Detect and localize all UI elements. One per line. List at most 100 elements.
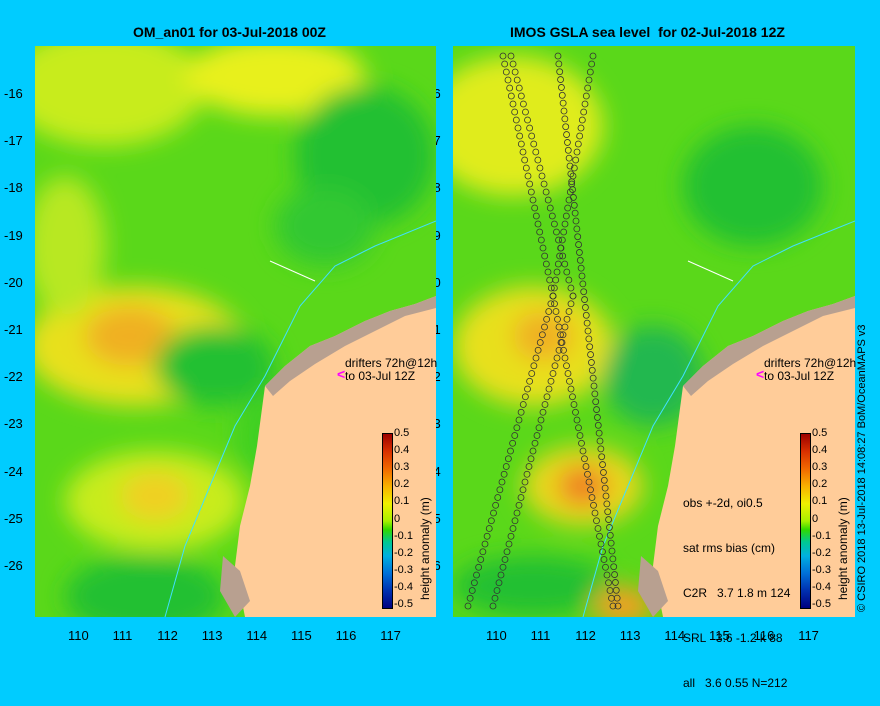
track-marker xyxy=(610,563,618,571)
left-map xyxy=(35,46,436,617)
track-marker xyxy=(552,276,560,284)
track-marker xyxy=(571,209,579,217)
right-stats-box: obs +-2d, oi0.5 sat rms bias (cm) C2R 3.… xyxy=(683,466,790,706)
track-marker xyxy=(519,148,527,156)
track-marker xyxy=(559,252,567,260)
track-marker xyxy=(593,406,600,413)
track-marker xyxy=(519,401,527,408)
track-marker xyxy=(576,249,583,256)
track-marker xyxy=(560,346,567,354)
track-marker xyxy=(541,323,548,331)
colorbar-tick-label: 0.2 xyxy=(394,478,410,491)
track-marker xyxy=(579,447,587,455)
track-marker xyxy=(470,579,478,587)
stats-line-5: all 3.6 0.55 N=212 xyxy=(683,676,788,690)
track-marker xyxy=(555,346,563,354)
colorbar-tick-label: -0.1 xyxy=(394,529,413,542)
colorbar-tick-label: 0.3 xyxy=(394,461,410,474)
track-marker xyxy=(513,424,521,432)
track-marker xyxy=(517,408,525,416)
track-marker xyxy=(590,382,598,390)
track-marker xyxy=(570,201,578,209)
track-marker xyxy=(544,196,552,204)
colorbar-tick-label: 0.1 xyxy=(394,495,410,508)
track-marker xyxy=(561,220,569,228)
lat-tick-label: -21 xyxy=(4,322,23,337)
track-marker xyxy=(550,284,558,292)
track-marker xyxy=(489,602,497,610)
track-marker xyxy=(605,516,612,523)
track-marker xyxy=(576,132,584,140)
track-marker xyxy=(557,244,564,252)
right-panel-title: IMOS GSLA sea level for 02-Jul-2018 12Z xyxy=(510,24,785,40)
lon-tick-label: 110 xyxy=(486,628,507,643)
left-drifter-note: drifters 72h@12h to 03-Jul 12Z xyxy=(345,357,437,383)
track-marker xyxy=(546,204,554,212)
track-marker xyxy=(565,276,573,284)
track-marker xyxy=(613,594,621,602)
track-marker xyxy=(586,343,594,351)
track-marker xyxy=(600,556,608,563)
track-marker xyxy=(517,92,525,100)
track-marker xyxy=(568,178,576,186)
track-marker xyxy=(507,92,515,100)
colorbar-tick-label: -0.3 xyxy=(812,563,831,576)
right-map xyxy=(453,46,855,617)
track-marker xyxy=(556,252,564,260)
track-marker xyxy=(560,107,568,115)
track-marker xyxy=(572,217,580,225)
track-marker xyxy=(512,116,520,124)
track-marker xyxy=(606,531,614,539)
track-marker xyxy=(543,315,551,323)
track-marker xyxy=(517,140,525,148)
track-marker xyxy=(561,354,569,362)
track-marker xyxy=(555,236,562,244)
track-marker xyxy=(531,204,539,212)
track-marker xyxy=(583,319,591,327)
colorbar-tick-label: 0.4 xyxy=(394,444,410,457)
track-marker xyxy=(514,124,522,132)
track-marker xyxy=(570,401,578,408)
track-marker xyxy=(509,439,517,447)
track-marker xyxy=(511,108,519,116)
track-marker xyxy=(519,486,527,494)
colorbar-tick-label: 0.5 xyxy=(812,427,828,439)
lon-tick-label: 114 xyxy=(664,628,686,643)
track-marker xyxy=(541,401,549,408)
track-marker xyxy=(513,509,521,517)
track-marker xyxy=(604,508,612,516)
lon-tick-label: 110 xyxy=(68,628,89,643)
track-marker xyxy=(578,439,585,447)
left-map-panel xyxy=(35,46,436,617)
track-marker xyxy=(563,268,571,276)
track-marker xyxy=(569,292,577,300)
track-marker xyxy=(585,478,593,486)
track-marker xyxy=(589,374,597,382)
track-marker xyxy=(527,188,535,196)
track-marker xyxy=(612,586,620,594)
track-marker xyxy=(570,194,577,201)
track-marker xyxy=(607,539,615,547)
track-marker xyxy=(557,76,564,83)
track-marker xyxy=(567,170,575,178)
track-marker xyxy=(596,532,603,540)
track-marker xyxy=(575,424,582,432)
track-marker xyxy=(559,99,567,107)
track-marker xyxy=(581,100,589,108)
track-marker xyxy=(580,108,588,116)
track-marker xyxy=(589,52,597,60)
track-marker xyxy=(573,225,581,233)
track-marker xyxy=(494,494,502,501)
track-marker xyxy=(544,268,552,276)
track-marker xyxy=(543,393,551,401)
lon-tick-label: 112 xyxy=(575,628,596,643)
track-marker xyxy=(492,501,500,509)
track-marker xyxy=(581,296,588,303)
lon-tick-label: 113 xyxy=(619,628,641,643)
track-marker xyxy=(522,108,529,116)
track-marker xyxy=(468,587,476,594)
colorbar-tick-label: -0.5 xyxy=(394,598,413,610)
track-marker xyxy=(603,500,611,508)
track-marker xyxy=(547,284,555,292)
track-marker xyxy=(526,124,533,132)
